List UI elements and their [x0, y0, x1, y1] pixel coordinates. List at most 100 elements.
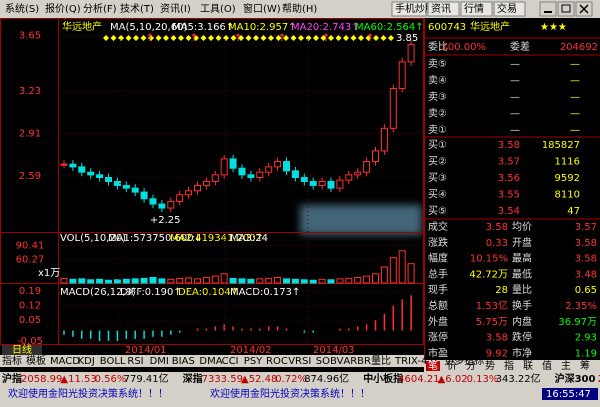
indicator-tab[interactable]: 指标 — [2, 354, 22, 367]
signal-diamond — [215, 35, 222, 41]
stat-label: 市盈 — [428, 346, 448, 359]
quote-tab[interactable]: 势 — [485, 359, 495, 372]
stat-value: 28 — [495, 285, 508, 296]
indicator-tab[interactable]: RSI — [127, 356, 143, 367]
candle-body — [149, 198, 157, 205]
menu-item[interactable]: 帮助(H) — [282, 2, 317, 15]
menu-item[interactable]: 报价(Q) — [45, 2, 81, 15]
quote-tab[interactable]: 分 — [466, 360, 476, 372]
stat-label: 市净 — [512, 346, 532, 359]
quote-tab[interactable]: 笔 — [428, 359, 438, 372]
active-tab — [426, 361, 440, 371]
volume-header: VOL(5,10,20) — [60, 233, 126, 244]
candle-body — [300, 176, 308, 182]
clock: 16:55:47 — [546, 389, 591, 400]
indicator-tab[interactable]: 量比 — [371, 355, 391, 367]
signal-diamond — [313, 35, 319, 41]
status-bar — [0, 372, 600, 385]
candle-body — [158, 203, 166, 209]
status-item: 779.41亿 — [124, 372, 169, 385]
candle-body — [87, 171, 95, 176]
indicator-tab[interactable]: 更多指标 — [444, 354, 484, 367]
book-price: — — [510, 109, 520, 120]
signal-arrow — [367, 33, 373, 41]
volume-bar — [345, 277, 353, 284]
stat-label: 现手 — [428, 283, 448, 296]
book-label: 买③ — [428, 172, 447, 184]
signal-diamond — [103, 35, 109, 41]
stat-value: 1.19 — [575, 348, 597, 359]
candle-body — [372, 150, 379, 163]
volume-bar — [336, 278, 344, 284]
book-label: 卖② — [428, 108, 447, 120]
book-label: 卖③ — [428, 91, 447, 103]
stat-label: 成交 — [428, 220, 448, 233]
menu-item[interactable]: 系统(S) — [5, 2, 39, 15]
signal-diamond — [178, 35, 184, 41]
quote-tab[interactable]: 值 — [542, 359, 552, 372]
indicator-tab[interactable]: BOLL — [100, 356, 126, 367]
top-button[interactable] — [460, 1, 493, 17]
quote-tab[interactable]: 筹 — [580, 359, 590, 372]
menu-item[interactable]: 技术(T) — [120, 2, 154, 15]
blurred-region — [300, 205, 422, 235]
indicator-tab[interactable]: ARBR — [343, 356, 371, 367]
signal-diamond — [268, 35, 274, 41]
candle-body — [256, 171, 264, 178]
status-item: 中小板指 — [363, 372, 403, 385]
minimize-button[interactable] — [539, 1, 557, 17]
status-item: 沪深300 — [555, 372, 596, 385]
indicator-tab[interactable]: MACD — [50, 356, 80, 367]
maximize-button[interactable] — [557, 1, 575, 17]
top-button[interactable] — [427, 1, 460, 17]
quote-tab[interactable]: 主 — [561, 360, 571, 372]
volume-bar — [354, 276, 362, 284]
indicator-tab[interactable]: BIAS — [172, 356, 195, 367]
menu-item[interactable]: 窗口(W) — [243, 2, 281, 15]
indicator-tab[interactable]: ROC — [266, 356, 288, 367]
menu-item[interactable]: 工具(O) — [200, 3, 236, 15]
stat-value: 10.15% — [470, 254, 508, 265]
indicator-tab[interactable]: KDJ — [78, 356, 95, 367]
macd-header: DEA:0.104↑ — [178, 287, 239, 298]
indicator-tab[interactable]: TRIX-4.0 — [394, 356, 437, 367]
indicator-tab[interactable]: PSY — [244, 356, 263, 367]
book-price: 3.56 — [498, 173, 520, 184]
volume-bar — [211, 275, 219, 284]
date-label: 2014/02 — [230, 345, 272, 356]
top-button[interactable] — [493, 1, 526, 17]
indicator-tab[interactable]: 模板 — [26, 354, 46, 367]
menu-item[interactable]: 分析(F) — [83, 2, 117, 15]
status-item: 0.72% — [275, 374, 307, 385]
book-volume: 8110 — [555, 190, 580, 201]
volume-bar — [105, 279, 112, 284]
top-button[interactable] — [391, 1, 427, 17]
volume-bar — [274, 276, 282, 284]
indicator-tab[interactable]: CCI — [222, 356, 239, 367]
candle-body — [407, 44, 415, 63]
indicator-tab[interactable]: SOBV — [316, 356, 344, 367]
window-controls[interactable] — [539, 1, 593, 17]
status-item: ▲11.53 — [60, 374, 96, 385]
candle-body — [202, 180, 210, 186]
signal-diamond — [245, 35, 252, 41]
quote-tab[interactable]: 价 — [447, 360, 457, 372]
quote-tab[interactable]: 联 — [523, 360, 533, 372]
signal-diamond — [380, 35, 387, 41]
stat-label: 内盘 — [512, 315, 532, 328]
candle-body — [291, 170, 299, 178]
menu-item[interactable]: 资讯(I) — [160, 3, 191, 15]
volume-bar — [60, 277, 68, 284]
indicator-tab[interactable]: DMI — [150, 356, 169, 367]
signal-diamond — [200, 35, 207, 41]
indicator-tab[interactable]: VRSI — [288, 356, 311, 367]
quote-label: 委差 — [510, 40, 530, 53]
quote-tab[interactable]: 指 — [504, 359, 514, 372]
indicator-tab[interactable]: DMA — [199, 356, 222, 367]
welcome-message: 欢迎使用金阳光投资决策系统！！！ — [8, 387, 168, 400]
volume-bar — [167, 278, 175, 284]
volume-header: MA2:419341.200↑ — [170, 233, 264, 244]
book-label: 卖④ — [428, 75, 447, 87]
signal-diamond — [170, 35, 177, 41]
volume-unit: x1万 — [38, 268, 60, 279]
